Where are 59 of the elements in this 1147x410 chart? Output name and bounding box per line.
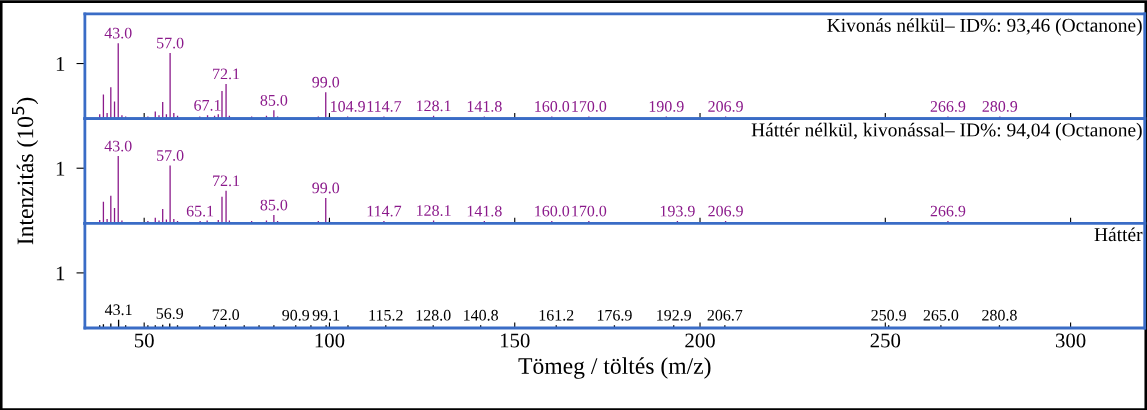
annotation: 43.1 — [104, 304, 132, 316]
annotation: 206.9 — [708, 205, 743, 217]
annotation: 128.1 — [417, 205, 451, 216]
annotation: 85.0 — [260, 199, 288, 211]
annotation: 176.9 — [597, 309, 632, 321]
annotation: 90.9 — [282, 309, 310, 321]
annotation: 43.0 — [104, 140, 132, 152]
chart-title: Kivonás nélkül– ID%: 93,46 (Octanone) — [827, 18, 1142, 36]
x-tick-label: 50 — [134, 333, 154, 348]
annotation: 280.8 — [982, 309, 1017, 321]
y-tick-label: 1 — [56, 57, 65, 71]
annotation: 72.1 — [213, 175, 240, 187]
annotation: 170.0 — [572, 101, 607, 112]
y-tick-label: 1 — [56, 266, 65, 281]
annotation: 99.1 — [312, 309, 340, 321]
annotation: 114.7 — [367, 101, 402, 112]
y-tick-label: 1 — [56, 161, 65, 176]
x-tick-label: 200 — [685, 333, 715, 348]
annotation: 115.2 — [369, 309, 403, 321]
annotation: 265.0 — [923, 309, 959, 321]
chart-title: Háttér nélkül, kivonással– ID%: 94,04 (Octanone) — [751, 122, 1142, 141]
annotation: 141.8 — [467, 101, 502, 112]
annotation: 114.7 — [367, 205, 402, 217]
annotation: 57.0 — [157, 37, 184, 49]
annotation: 65.1 — [186, 205, 214, 217]
annotation: 250.9 — [871, 309, 906, 321]
annotation: 170.0 — [572, 205, 607, 217]
annotation: 128.0 — [416, 309, 451, 321]
x-tick-label: 100 — [315, 333, 345, 348]
annotation: 67.1 — [194, 99, 221, 111]
annotation: 190.9 — [649, 101, 684, 112]
x-tick-label: 250 — [870, 333, 901, 348]
annotation: 43.0 — [104, 27, 132, 39]
annotation: 266.9 — [930, 101, 966, 112]
chart-title: Háttér — [1094, 227, 1143, 242]
annotation: 141.8 — [467, 205, 502, 217]
annotation: 72.1 — [213, 68, 240, 80]
annotation: 128.1 — [417, 100, 451, 112]
annotation: 266.9 — [930, 205, 966, 217]
annotation: 104.9 — [331, 101, 365, 112]
annotation: 160.0 — [535, 101, 570, 112]
annotation: 72.0 — [212, 309, 240, 321]
annotation: 140.8 — [464, 309, 499, 321]
x-axis-title: Tömeg / töltés (m/z) — [518, 357, 711, 379]
annotation: 280.9 — [982, 101, 1018, 112]
annotation: 160.0 — [535, 205, 570, 217]
annotation: 85.0 — [260, 94, 288, 106]
annotation: 56.9 — [156, 308, 184, 320]
annotation: 99.0 — [312, 76, 340, 88]
annotation: 57.0 — [157, 150, 184, 161]
annotation: 99.0 — [312, 182, 340, 194]
annotation: 161.2 — [539, 309, 574, 321]
annotation: 206.7 — [707, 309, 743, 321]
annotation: 192.9 — [657, 309, 692, 321]
x-tick-label: 150 — [500, 333, 530, 348]
y-axis-title: Intenzitás (10$^{5}$) — [12, 97, 39, 245]
annotation: 206.9 — [708, 101, 743, 112]
annotation: 193.9 — [660, 205, 695, 217]
x-tick-label: 300 — [1055, 333, 1086, 348]
